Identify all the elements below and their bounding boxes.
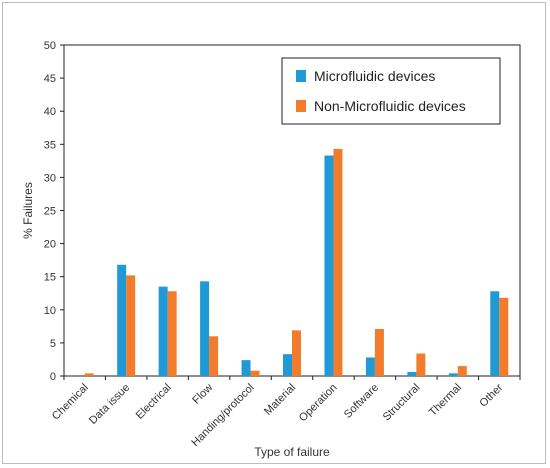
y-tick-label: 50 — [44, 40, 56, 52]
bar-non-microfluidic — [416, 353, 426, 376]
x-tick-label: Other — [477, 381, 505, 409]
y-tick-label: 0 — [50, 371, 56, 383]
bar-microfluidic — [117, 264, 127, 376]
y-tick-label: 5 — [50, 338, 56, 350]
bar-microfluidic — [283, 354, 292, 376]
x-tick-label: Material — [262, 382, 298, 418]
x-tick-label: Thermal — [427, 382, 464, 419]
bar-non-microfluidic — [250, 370, 260, 376]
legend-label: Non-Microfluidic devices — [314, 98, 466, 114]
x-tick-label: Software — [342, 382, 381, 421]
legend-box — [281, 57, 501, 125]
x-tick-label: Operation — [297, 382, 340, 425]
y-tick-label: 10 — [44, 305, 56, 317]
x-tick-label: Structural — [381, 382, 423, 424]
y-tick-label: 20 — [44, 239, 56, 251]
bar-non-microfluidic — [457, 366, 467, 376]
bar-non-microfluidic — [126, 275, 136, 376]
y-tick-label: 40 — [44, 106, 56, 118]
bar-microfluidic — [200, 281, 210, 376]
bar-non-microfluidic — [374, 328, 384, 376]
bar-microfluidic — [241, 360, 251, 376]
y-tick-label: 25 — [44, 206, 56, 218]
bar-microfluidic — [490, 291, 500, 376]
y-tick-label: 30 — [44, 172, 56, 184]
bar-non-microfluidic — [292, 330, 301, 376]
bar-non-microfluidic — [333, 148, 343, 376]
bar-non-microfluidic — [84, 373, 94, 376]
bar-microfluidic — [365, 357, 375, 376]
y-tick-label: 45 — [44, 73, 56, 85]
y-tick-label: 15 — [44, 272, 56, 284]
legend-label: Microfluidic devices — [314, 68, 435, 84]
x-tick-label: Chemical — [50, 382, 91, 423]
x-axis-title: Type of failure — [254, 445, 330, 459]
bar-non-microfluidic — [499, 297, 509, 376]
bar-microfluidic — [158, 286, 168, 376]
bar-microfluidic — [324, 155, 334, 376]
x-tick-label: Data issue — [87, 382, 132, 427]
legend-swatch — [296, 70, 306, 82]
y-axis-title: % Failures — [21, 182, 35, 239]
bar-microfluidic — [448, 373, 458, 376]
bar-non-microfluidic — [167, 291, 177, 376]
bars — [84, 148, 509, 376]
x-tick-label: Flow — [190, 382, 215, 407]
bar-non-microfluidic — [209, 336, 219, 376]
legend-swatch — [296, 100, 306, 112]
y-axis-ticks: 0 5 10 15 20 25 30 35 40 45 50 — [44, 40, 64, 383]
legend: Microfluidic devices Non-Microfluidic dev… — [281, 57, 501, 125]
y-tick-label: 35 — [44, 139, 56, 151]
bar-microfluidic — [407, 372, 417, 376]
x-tick-label: Electrical — [134, 382, 174, 422]
